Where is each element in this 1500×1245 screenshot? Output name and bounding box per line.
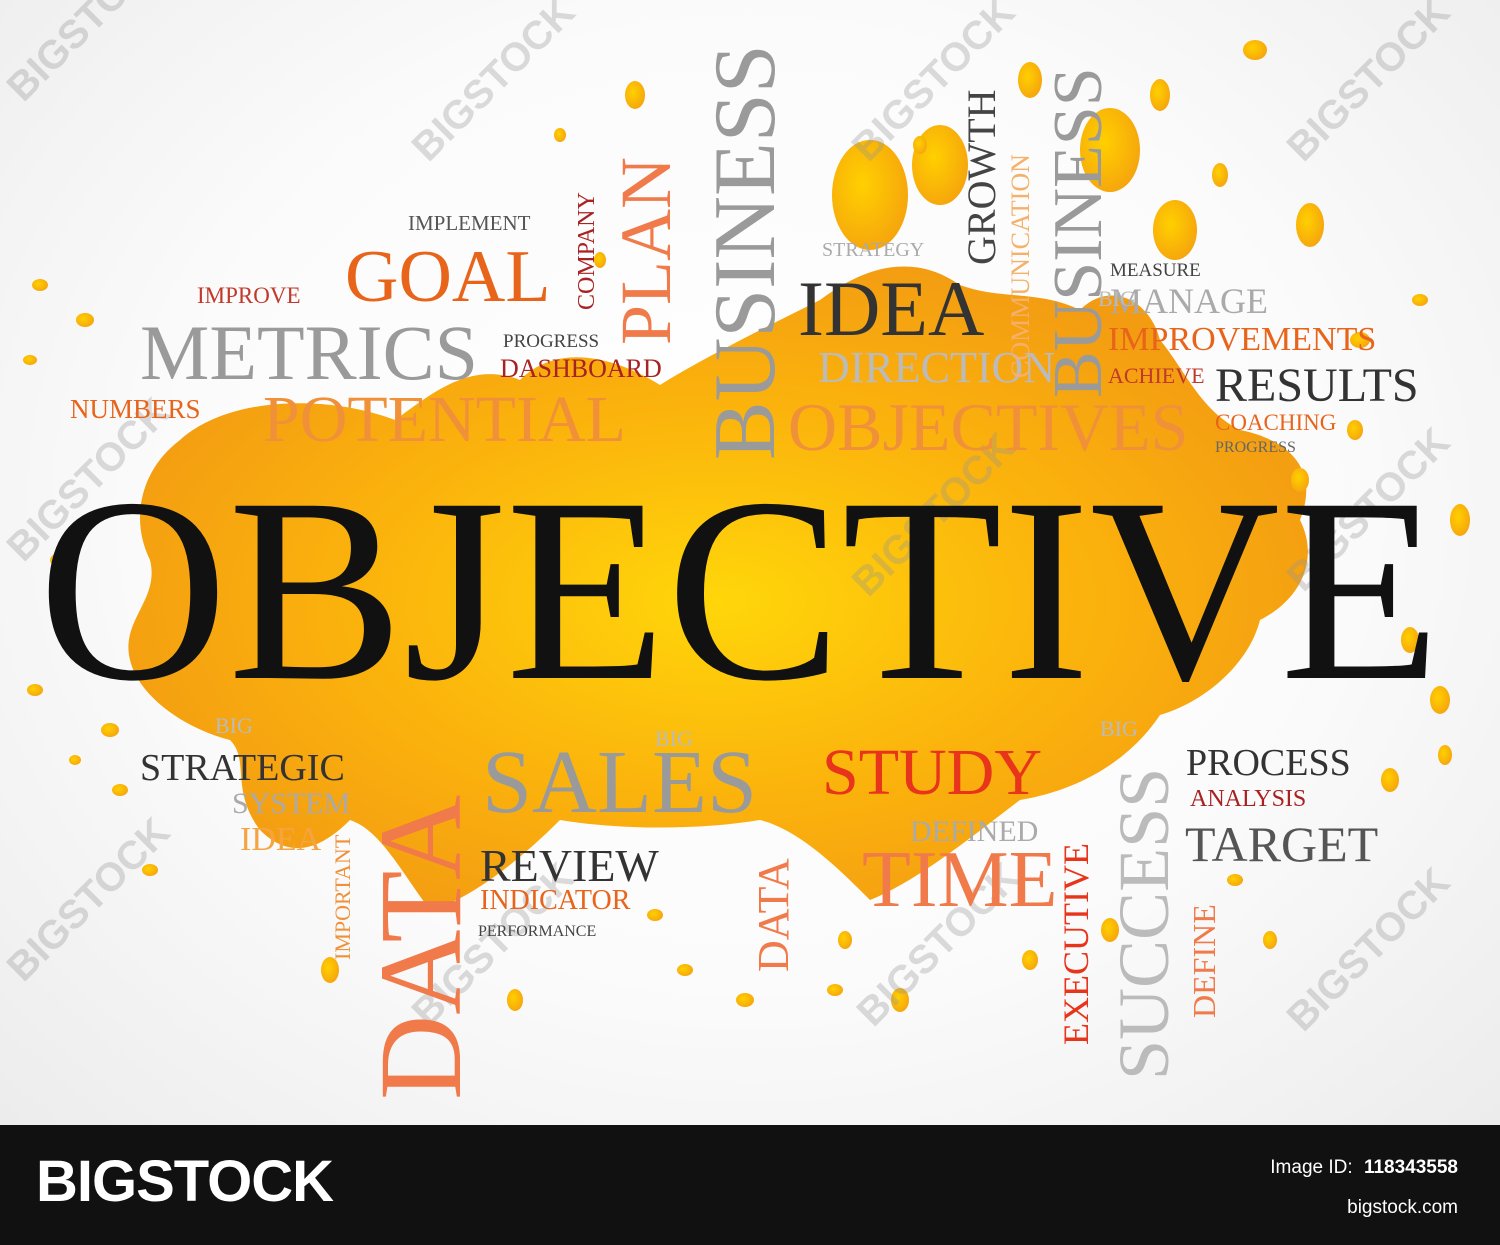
word-manage: MANAGE	[1110, 281, 1268, 321]
word-business: BUSINESS	[697, 44, 794, 460]
word-strategic: STRATEGIC	[140, 747, 345, 789]
image-id-line: Image ID: 118343558	[1270, 1158, 1458, 1177]
word-implement: IMPLEMENT	[408, 211, 531, 235]
word-improve: IMPROVE	[197, 283, 301, 308]
word-data-2: DATA	[749, 858, 798, 972]
word-objectives: OBJECTIVES	[788, 389, 1189, 465]
bigstock-logo: BIGSTOCK	[36, 1149, 334, 1214]
word-goal: GOAL	[345, 236, 551, 318]
word-performance: PERFORMANCE	[478, 923, 597, 940]
word-company: COMPANY	[574, 192, 600, 310]
word-strategy: STRATEGY	[822, 239, 925, 261]
word-success: SUCCESS	[1104, 767, 1184, 1080]
wordcloud-image: BIGSTOCK BIGSTOCK BIGSTOCK BIGSTOCK BIGS…	[0, 0, 1500, 1125]
word-numbers: NUMBERS	[70, 394, 201, 424]
word-dashboard: DASHBOARD	[500, 354, 662, 383]
word-results: RESULTS	[1215, 359, 1419, 412]
word-important: IMPORTANT	[330, 834, 355, 960]
word-growth: GROWTH	[959, 89, 1004, 265]
footer-bar: BIGSTOCK Image ID: 118343558 bigstock.co…	[0, 1125, 1500, 1245]
word-achieve: ACHIEVE	[1108, 363, 1205, 388]
main-word-objective: OBJECTIVE	[38, 444, 1441, 735]
orange-paint-splash	[23, 40, 1470, 1012]
word-system: SYSTEM	[232, 787, 351, 820]
word-measure: MEASURE	[1110, 260, 1201, 281]
word-executive: EXECUTIVE	[1056, 843, 1096, 1045]
word-communication: COMMUNICATION	[1006, 154, 1035, 378]
word-defined: DEFINED	[910, 815, 1039, 848]
word-big: BIG	[655, 726, 693, 751]
word-time: TIME	[862, 836, 1058, 924]
word-review: REVIEW	[480, 840, 659, 891]
word-study: STUDY	[822, 736, 1043, 809]
word-define: DEFINE	[1186, 904, 1222, 1018]
image-id-value: 118343558	[1363, 1157, 1458, 1178]
word-progress: PROGRESS	[503, 331, 600, 352]
word-big: BIG	[215, 713, 253, 738]
word-improvements: IMPROVEMENTS	[1108, 321, 1377, 358]
word-analysis: ANALYSIS	[1190, 786, 1307, 812]
word-big: BIG	[1098, 286, 1136, 311]
word-data: DATA	[355, 794, 486, 1100]
word-sales: SALES	[482, 733, 758, 832]
word-business-2: BUSINESS	[1040, 67, 1117, 398]
word-potential: POTENTIAL	[263, 383, 626, 456]
word-idea: IDEA	[798, 265, 985, 352]
word-metrics: METRICS	[140, 309, 479, 396]
word-direction: DIRECTION	[818, 343, 1056, 392]
word-indicator: INDICATOR	[480, 885, 631, 916]
word-big: BIG	[1100, 716, 1138, 741]
word-process: PROCESS	[1186, 742, 1351, 784]
word-progress-2: PROGRESS	[1215, 439, 1296, 456]
site-url: bigstock.com	[1347, 1197, 1458, 1218]
word-idea-2: IDEA	[240, 821, 322, 858]
word-target: TARGET	[1185, 816, 1379, 872]
word-plan: PLAN	[606, 156, 686, 345]
word-coaching: COACHING	[1215, 410, 1337, 435]
image-id-label: Image ID:	[1270, 1157, 1353, 1178]
